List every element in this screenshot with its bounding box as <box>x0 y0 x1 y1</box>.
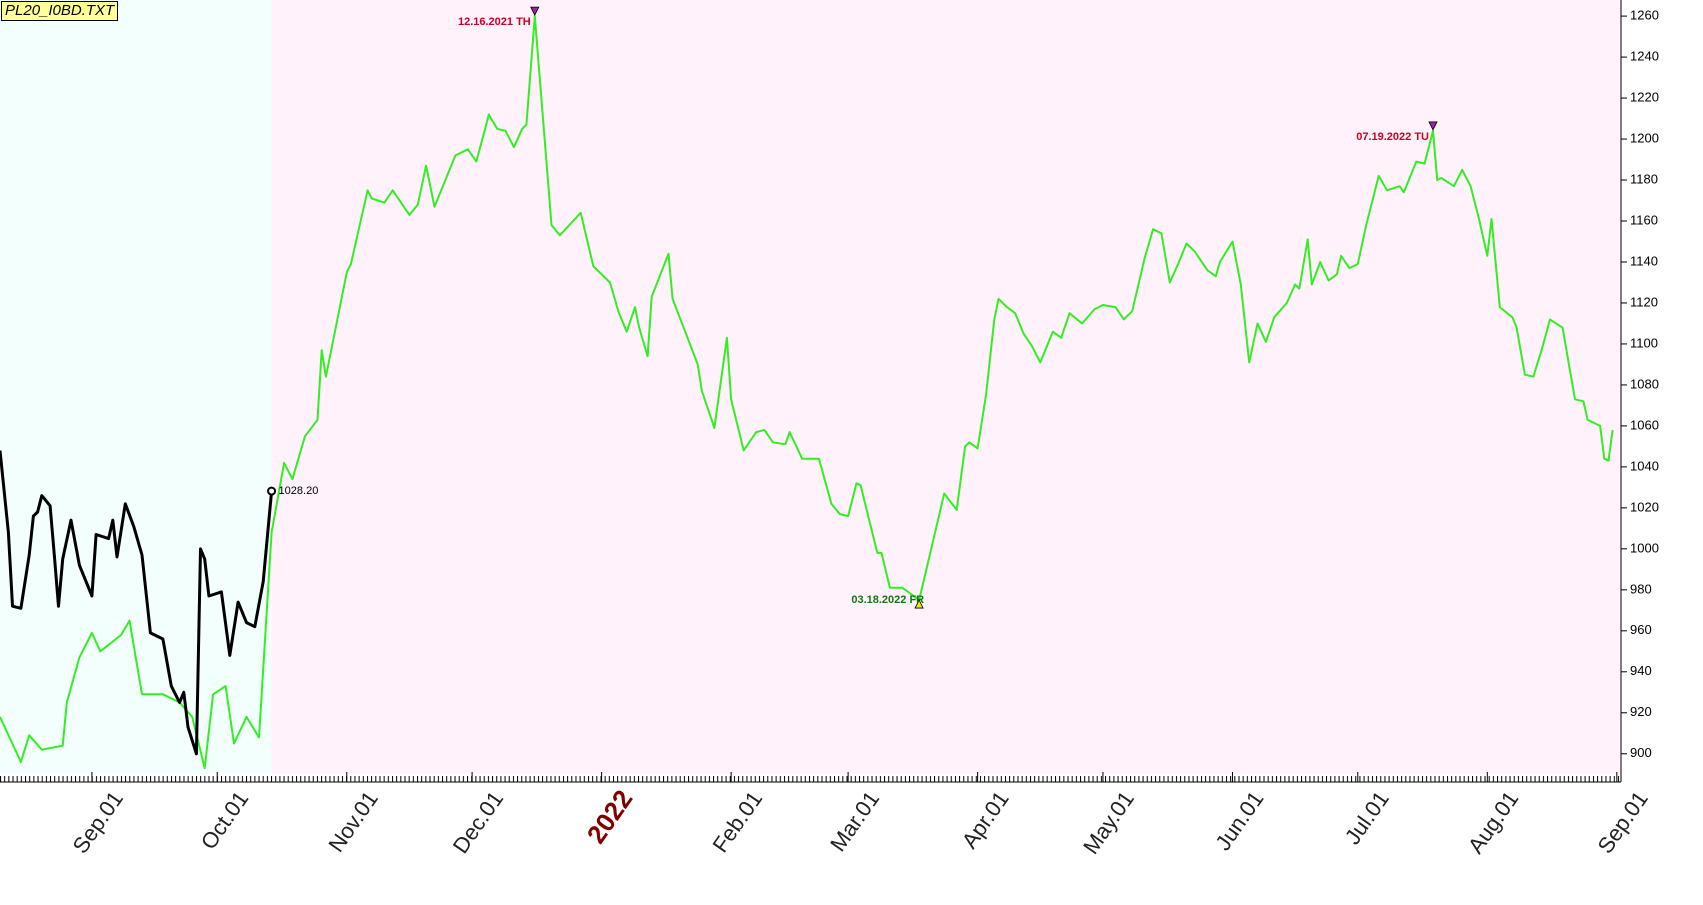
x-tick-label: Mar.01 <box>825 787 884 856</box>
y-tick-label: 940 <box>1630 663 1652 678</box>
y-tick-label: 1100 <box>1630 335 1658 350</box>
y-tick-label: 1200 <box>1630 130 1659 145</box>
price-line <box>0 15 1614 770</box>
y-tick-label: 1080 <box>1630 376 1659 391</box>
x-tick-label: Jul.01 <box>1340 787 1394 849</box>
y-tick-label: 1060 <box>1630 417 1659 432</box>
x-tick-label: Dec.01 <box>448 787 508 858</box>
y-tick-label: 980 <box>1630 581 1652 596</box>
price-line <box>0 450 274 756</box>
annotation-label: 12.16.2021 TH <box>458 16 531 28</box>
annotation-label: 07.19.2022 TU <box>1356 131 1429 143</box>
x-tick-label: Feb.01 <box>707 787 767 857</box>
x-tick-label: Jun.01 <box>1210 787 1268 855</box>
y-tick-label: 1180 <box>1630 171 1658 186</box>
y-tick-label: 1140 <box>1630 253 1658 268</box>
annotation-label: 03.18.2022 FR <box>851 594 924 606</box>
y-tick-label: 1000 <box>1630 540 1659 555</box>
minor-ticks <box>0 776 1621 782</box>
x-tick-label: Aug.01 <box>1463 787 1523 858</box>
y-tick-label: 1040 <box>1630 458 1659 473</box>
annotation-marker <box>1428 121 1438 131</box>
y-tick-label: 1220 <box>1630 89 1659 104</box>
y-tick-label: 920 <box>1630 704 1652 719</box>
y-tick-label: 1120 <box>1630 294 1658 309</box>
annotation-label: 1028.20 <box>279 485 319 497</box>
y-tick-label: 1020 <box>1630 499 1659 514</box>
annotation-marker <box>530 6 540 16</box>
x-tick-label: Nov.01 <box>323 787 383 857</box>
y-tick-label: 1240 <box>1630 49 1659 64</box>
annotation-marker <box>914 599 924 609</box>
y-tick-label: 1260 <box>1630 8 1659 23</box>
x-tick-label: May.01 <box>1078 787 1139 859</box>
y-tick-label: 900 <box>1630 745 1652 760</box>
x-tick-label: Oct.01 <box>196 787 254 854</box>
history-region <box>0 0 272 774</box>
x-tick-label: Sep.01 <box>1592 787 1652 858</box>
y-tick-label: 960 <box>1630 622 1652 637</box>
x-tick-label: Sep.01 <box>68 787 128 858</box>
y-tick-label: 1160 <box>1630 212 1658 227</box>
x-tick-label: Apr.01 <box>957 787 1014 853</box>
x-tick-label: 2022 <box>581 784 639 849</box>
chart-title: PL20_I0BD.TXT <box>1 1 119 21</box>
annotation-marker <box>267 486 277 496</box>
